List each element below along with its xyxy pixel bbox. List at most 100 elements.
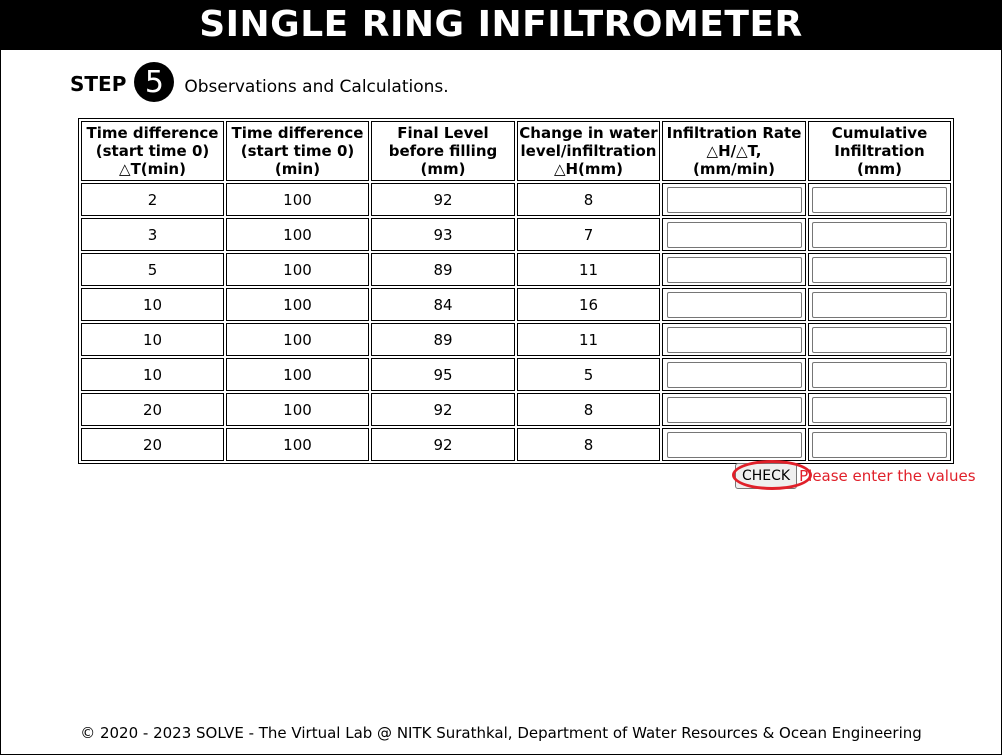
- cell-cumulative-infiltration: [808, 323, 951, 356]
- header-line: Final Level: [397, 124, 489, 142]
- cell-change-in-level: 7: [517, 218, 660, 251]
- step-heading: STEP 5 Observations and Calculations.: [70, 62, 449, 104]
- header-line: Change in water: [519, 124, 658, 142]
- cell-infiltration-rate: [662, 288, 806, 321]
- cell-time-diff-dt: 5: [81, 253, 224, 286]
- validation-message: Please enter the values: [799, 467, 976, 485]
- header-line: (start time 0): [95, 142, 210, 160]
- table-row: 5 100 89 11: [81, 253, 951, 286]
- cell-cumulative-infiltration: [808, 288, 951, 321]
- cell-change-in-level: 5: [517, 358, 660, 391]
- cell-final-level: 89: [371, 323, 515, 356]
- table-row: 10 100 84 16: [81, 288, 951, 321]
- step-description: Observations and Calculations.: [184, 76, 449, 97]
- header-line: Time difference: [86, 124, 219, 142]
- header-line: (min): [274, 160, 321, 178]
- cell-time-diff: 100: [226, 183, 369, 216]
- header-line: △H/△T,: [706, 142, 762, 160]
- table-row: 2 100 92 8: [81, 183, 951, 216]
- infiltration-rate-input[interactable]: [666, 186, 802, 213]
- cell-infiltration-rate: [662, 218, 806, 251]
- cell-infiltration-rate: [662, 393, 806, 426]
- cell-infiltration-rate: [662, 183, 806, 216]
- header-line: level/infiltration: [520, 142, 657, 160]
- cell-cumulative-infiltration: [808, 218, 951, 251]
- cell-time-diff: 100: [226, 218, 369, 251]
- header-line: (mm): [857, 160, 902, 178]
- table-row: 3 100 93 7: [81, 218, 951, 251]
- cell-change-in-level: 16: [517, 288, 660, 321]
- cell-infiltration-rate: [662, 253, 806, 286]
- cumulative-infiltration-input[interactable]: [812, 361, 947, 388]
- cell-final-level: 92: [371, 183, 515, 216]
- cell-change-in-level: 11: [517, 323, 660, 356]
- cell-time-diff: 100: [226, 323, 369, 356]
- cell-change-in-level: 11: [517, 253, 660, 286]
- cell-time-diff-dt: 10: [81, 323, 224, 356]
- cumulative-infiltration-input[interactable]: [812, 431, 947, 458]
- column-header-time-diff: Time difference (start time 0) (min): [226, 121, 369, 181]
- cell-time-diff: 100: [226, 358, 369, 391]
- column-header-time-diff-dt: Time difference (start time 0) △T(min): [81, 121, 224, 181]
- header-line: Time difference: [231, 124, 364, 142]
- table-row: 10 100 89 11: [81, 323, 951, 356]
- cell-time-diff: 100: [226, 253, 369, 286]
- header-line: (mm/min): [693, 160, 775, 178]
- cumulative-infiltration-input[interactable]: [812, 326, 947, 353]
- cumulative-infiltration-input[interactable]: [812, 291, 947, 318]
- infiltration-rate-input[interactable]: [666, 361, 802, 388]
- header-line: Infiltration Rate: [666, 124, 802, 142]
- cumulative-infiltration-input[interactable]: [812, 396, 947, 423]
- infiltration-rate-input[interactable]: [666, 431, 802, 458]
- cell-time-diff-dt: 20: [81, 428, 224, 461]
- cell-change-in-level: 8: [517, 393, 660, 426]
- cell-time-diff-dt: 10: [81, 358, 224, 391]
- cell-time-diff: 100: [226, 428, 369, 461]
- infiltration-rate-input[interactable]: [666, 256, 802, 283]
- infiltration-rate-input[interactable]: [666, 221, 802, 248]
- table-row: 20 100 92 8: [81, 393, 951, 426]
- header-line: △T(min): [119, 160, 186, 178]
- header-line: Cumulative: [831, 124, 928, 142]
- cell-final-level: 95: [371, 358, 515, 391]
- step-number-badge: 5: [134, 62, 175, 102]
- cell-cumulative-infiltration: [808, 358, 951, 391]
- cell-final-level: 89: [371, 253, 515, 286]
- header-line: △H(mm): [553, 160, 624, 178]
- infiltration-rate-input[interactable]: [666, 291, 802, 318]
- page-title: SINGLE RING INFILTROMETER: [0, 0, 1002, 50]
- cell-final-level: 93: [371, 218, 515, 251]
- cell-cumulative-infiltration: [808, 428, 951, 461]
- cell-time-diff-dt: 10: [81, 288, 224, 321]
- cell-cumulative-infiltration: [808, 393, 951, 426]
- step-label: STEP: [70, 72, 127, 96]
- cell-final-level: 92: [371, 393, 515, 426]
- cell-infiltration-rate: [662, 323, 806, 356]
- cumulative-infiltration-input[interactable]: [812, 221, 947, 248]
- column-header-final-level: Final Level before filling (mm): [371, 121, 515, 181]
- table-row: 10 100 95 5: [81, 358, 951, 391]
- footer-copyright: © 2020 - 2023 SOLVE - The Virtual Lab @ …: [80, 724, 922, 742]
- header-line: (start time 0): [240, 142, 355, 160]
- cell-time-diff-dt: 3: [81, 218, 224, 251]
- cell-infiltration-rate: [662, 358, 806, 391]
- cell-change-in-level: 8: [517, 183, 660, 216]
- column-header-change-in-level: Change in water level/infiltration △H(mm…: [517, 121, 660, 181]
- check-area: CHECK Please enter the values: [732, 460, 976, 491]
- cumulative-infiltration-input[interactable]: [812, 186, 947, 213]
- table-row: 20 100 92 8: [81, 428, 951, 461]
- check-button[interactable]: CHECK: [732, 460, 812, 490]
- cell-cumulative-infiltration: [808, 253, 951, 286]
- observations-table: Time difference (start time 0) △T(min) T…: [78, 118, 954, 464]
- cell-final-level: 84: [371, 288, 515, 321]
- cell-time-diff: 100: [226, 393, 369, 426]
- infiltration-rate-input[interactable]: [666, 326, 802, 353]
- cumulative-infiltration-input[interactable]: [812, 256, 947, 283]
- cell-time-diff: 100: [226, 288, 369, 321]
- header-line: Infiltration: [834, 142, 925, 160]
- infiltration-rate-input[interactable]: [666, 396, 802, 423]
- cell-change-in-level: 8: [517, 428, 660, 461]
- table-header-row: Time difference (start time 0) △T(min) T…: [81, 121, 951, 181]
- header-line: before filling: [388, 142, 498, 160]
- cell-time-diff-dt: 2: [81, 183, 224, 216]
